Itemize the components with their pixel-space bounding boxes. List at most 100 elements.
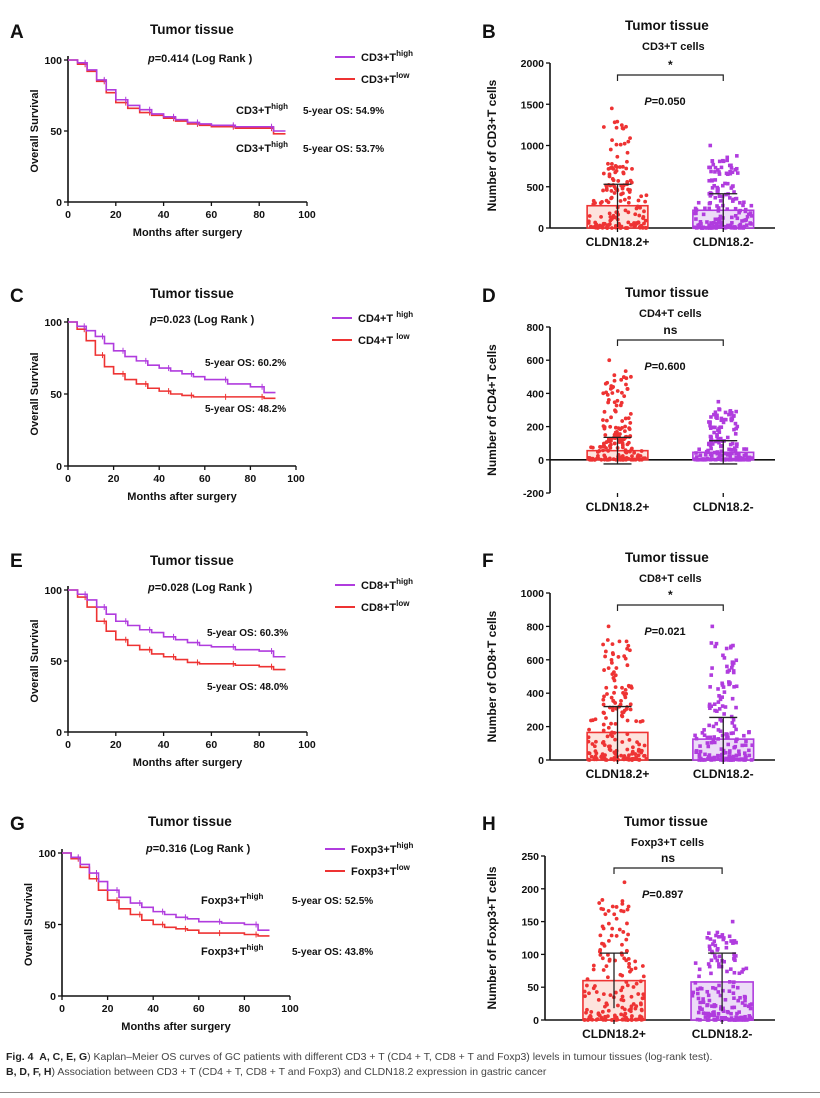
- y-tick-label: 400: [526, 388, 544, 400]
- data-point: [643, 199, 648, 204]
- data-point: [718, 697, 723, 702]
- p-value-label-italic-p: P: [644, 361, 652, 373]
- data-point: [630, 457, 635, 462]
- data-point: [618, 165, 622, 169]
- data-point: [641, 974, 646, 979]
- data-point: [719, 165, 724, 170]
- data-point: [630, 166, 634, 171]
- data-point: [627, 427, 632, 432]
- five-year-os-annotation: 5-year OS: 48.0%: [207, 682, 288, 693]
- data-point: [734, 409, 738, 414]
- data-point: [717, 172, 722, 176]
- data-point: [732, 685, 736, 689]
- data-point: [702, 733, 707, 738]
- data-point: [625, 442, 630, 447]
- data-point: [726, 223, 730, 228]
- data-point: [716, 687, 720, 691]
- data-point: [734, 739, 738, 744]
- data-point: [723, 451, 728, 456]
- os-annotation-group-name-sup: high: [271, 102, 288, 111]
- data-point: [624, 166, 629, 171]
- data-point: [731, 717, 736, 722]
- data-point: [610, 904, 615, 909]
- data-point: [742, 751, 747, 755]
- data-point: [708, 452, 713, 457]
- data-point: [589, 1010, 594, 1014]
- data-point: [612, 690, 616, 695]
- data-point: [737, 752, 741, 757]
- data-point: [717, 221, 721, 225]
- data-point: [713, 217, 718, 222]
- data-point: [591, 986, 596, 991]
- data-point: [717, 224, 721, 229]
- data-point: [731, 225, 736, 230]
- chart-title: Tumor tissue: [150, 553, 234, 568]
- data-point: [707, 757, 712, 761]
- data-point: [611, 698, 616, 703]
- data-point: [723, 417, 728, 422]
- data-point: [732, 427, 736, 432]
- data-point: [707, 964, 712, 969]
- data-point: [606, 1008, 611, 1013]
- survival-curve-high: [68, 589, 286, 658]
- data-point: [620, 1017, 625, 1022]
- data-point: [640, 719, 645, 723]
- data-point: [698, 744, 702, 748]
- data-point: [708, 706, 712, 711]
- data-point: [732, 970, 737, 975]
- data-point: [719, 457, 723, 462]
- legend-label-low: Foxp3+Tlow: [351, 863, 411, 878]
- y-tick-label: 50: [50, 656, 62, 668]
- data-point: [608, 748, 613, 753]
- y-tick-label: 50: [527, 982, 539, 994]
- data-point: [696, 200, 701, 205]
- data-point: [708, 201, 713, 205]
- data-point: [725, 172, 730, 177]
- data-point: [735, 985, 740, 990]
- data-point: [706, 962, 711, 966]
- data-point: [711, 986, 715, 990]
- data-point: [707, 702, 712, 707]
- data-point: [625, 747, 630, 752]
- data-point: [625, 663, 630, 668]
- data-point: [725, 158, 729, 163]
- data-point: [717, 694, 721, 698]
- data-point: [710, 159, 715, 164]
- data-point: [611, 652, 616, 657]
- data-point: [627, 964, 631, 969]
- data-point: [743, 1003, 747, 1008]
- data-point: [634, 719, 639, 724]
- y-tick-label: 400: [526, 688, 544, 700]
- data-point: [721, 420, 726, 425]
- data-point: [698, 453, 703, 457]
- data-point: [712, 1003, 717, 1007]
- panel-label: A: [10, 22, 24, 43]
- data-point: [708, 443, 713, 448]
- data-point: [604, 188, 609, 192]
- data-point: [693, 733, 697, 738]
- five-year-os-annotation: 5-year OS: 48.2%: [205, 404, 286, 415]
- data-point: [716, 728, 721, 732]
- data-point: [632, 757, 637, 762]
- data-point: [716, 947, 720, 951]
- y-tick-label: 50: [50, 126, 62, 138]
- legend-label-high-sup: high: [396, 310, 413, 319]
- y-axis-label: Overall Survival: [29, 89, 41, 172]
- data-point: [596, 453, 600, 458]
- data-point: [733, 213, 738, 218]
- data-point: [709, 673, 714, 677]
- data-point: [598, 933, 603, 938]
- data-point: [734, 705, 738, 710]
- data-point: [694, 749, 699, 753]
- p-value-label: P=0.021: [644, 626, 685, 638]
- legend-label-high-sup: high: [396, 49, 413, 58]
- data-point: [732, 190, 736, 194]
- data-point: [620, 419, 625, 423]
- data-point: [727, 447, 731, 452]
- data-point: [625, 718, 630, 723]
- data-point: [733, 958, 737, 963]
- data-point: [694, 217, 698, 221]
- caption-refs-1: A, C, E, G: [39, 1051, 88, 1063]
- data-point: [588, 1017, 593, 1022]
- data-point: [606, 448, 611, 453]
